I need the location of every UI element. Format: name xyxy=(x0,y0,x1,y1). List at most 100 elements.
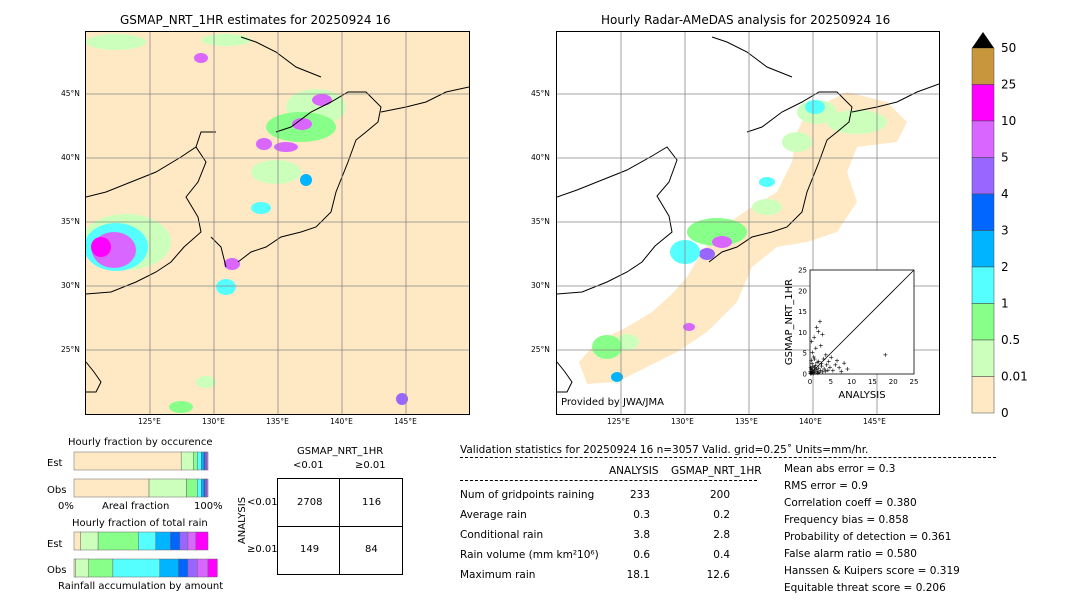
scatter-x-tick: 5 xyxy=(829,378,833,386)
fraction-bar-segment xyxy=(201,478,205,498)
scatter-point xyxy=(829,355,834,360)
scatter-point xyxy=(818,343,823,348)
right-lat-40: 40°N xyxy=(531,153,550,162)
fraction-bar-segment xyxy=(97,531,139,551)
scatter-point xyxy=(812,370,817,375)
scatter-point xyxy=(823,369,828,374)
validation-row-analysis: 18.1 xyxy=(626,569,650,581)
scatter-point xyxy=(814,367,819,372)
contingency-cell-01: 116 xyxy=(362,497,382,508)
colorbar-segment xyxy=(971,266,995,304)
occurence-tick-0: 0% xyxy=(58,501,74,512)
total-rain-xlabel: Rainfall accumulation by amount xyxy=(58,581,224,592)
scatter-point xyxy=(813,363,818,368)
scatter-point xyxy=(818,368,823,373)
occurence-tick-100: 100% xyxy=(194,501,223,512)
validation-row-analysis: 0.6 xyxy=(633,549,650,561)
scatter-point xyxy=(835,358,840,363)
colorbar-label: 2 xyxy=(1001,260,1009,274)
scatter-y-tick: 15 xyxy=(798,308,807,316)
colorbar-label: 0 xyxy=(1001,406,1009,420)
scatter-point xyxy=(815,369,820,374)
colorbar: 50 25 10 5 4 3 2 1 0.5 0.01 0 xyxy=(971,32,1028,420)
fraction-bar-segment xyxy=(180,451,194,471)
scatter-point xyxy=(811,371,816,376)
scatter-point xyxy=(825,368,830,373)
score-rmse: RMS error = 0.9 xyxy=(784,480,868,492)
scatter-point xyxy=(814,325,819,330)
right-lon-130: 130°E xyxy=(671,417,694,426)
fraction-bar-segment xyxy=(112,558,161,578)
total-rain-cat-est: Est xyxy=(47,539,63,550)
colorbar-segment xyxy=(971,193,995,231)
left-gridlines xyxy=(86,32,469,414)
validation-row-gsmap: 2.8 xyxy=(713,529,730,541)
colorbar-label: 50 xyxy=(1001,41,1016,55)
right-map-canvas xyxy=(557,32,939,414)
total-rain-bar-group xyxy=(73,531,218,578)
scatter-y-tick: 5 xyxy=(803,350,807,358)
colorbar-label: 3 xyxy=(1001,224,1009,238)
scatter-point xyxy=(809,339,814,344)
fraction-bar-segment xyxy=(73,451,182,471)
validation-row-label: Num of gridpoints raining xyxy=(460,489,595,501)
right-lon-145: 145°E xyxy=(863,417,886,426)
colorbar-label: 10 xyxy=(1001,114,1016,128)
total-rain-cat-obs: Obs xyxy=(47,565,66,576)
occurence-cat-obs: Obs xyxy=(47,485,66,496)
colorbar-segment xyxy=(971,47,995,85)
validation-row-gsmap: 0.2 xyxy=(713,509,730,521)
validation-header: Validation statistics for 20250924 16 n=… xyxy=(460,444,869,456)
validation-row-label: Average rain xyxy=(460,509,527,521)
contingency-col-label-1: ≥0.01 xyxy=(355,460,386,471)
score-pod: Probability of detection = 0.361 xyxy=(784,531,952,543)
scatter-point xyxy=(883,352,888,357)
score-freq-bias: Frequency bias = 0.858 xyxy=(784,514,909,526)
left-lat-35: 35°N xyxy=(61,217,80,226)
fraction-bar-segment xyxy=(148,478,187,498)
fraction-bar-segment xyxy=(73,478,150,498)
scatter-point xyxy=(820,369,825,374)
total-rain-title: Hourly fraction of total rain xyxy=(72,518,208,529)
scatter-y-tick: 25 xyxy=(798,267,807,275)
scatter-x-tick: 20 xyxy=(889,378,898,386)
scatter-point xyxy=(833,362,838,367)
scatter-point xyxy=(823,352,828,357)
occurence-cat-est: Est xyxy=(47,458,63,469)
contingency-cell-11: 84 xyxy=(365,544,378,555)
scatter-point xyxy=(839,369,844,374)
contingency-col-title: GSMAP_NRT_1HR xyxy=(297,446,384,457)
colorbar-segment xyxy=(971,230,995,268)
left-lat-25: 25°N xyxy=(61,345,80,354)
scatter-point xyxy=(815,371,820,376)
right-rain-blobs xyxy=(579,92,907,384)
colorbar-label: 4 xyxy=(1001,187,1009,201)
scatter-point xyxy=(826,359,831,364)
colorbar-label: 5 xyxy=(1001,151,1009,165)
left-map-canvas xyxy=(86,32,469,414)
scatter-point xyxy=(822,367,827,372)
fraction-bar-segment xyxy=(193,451,198,471)
scatter-diagonal xyxy=(809,269,915,375)
left-lon-145: 145°E xyxy=(394,417,417,426)
right-lat-35: 35°N xyxy=(531,217,550,226)
fraction-bar-segment xyxy=(186,478,198,498)
fraction-bar-segment xyxy=(155,531,171,551)
fraction-bar-segment xyxy=(187,558,198,578)
colorbar-label: 0.01 xyxy=(1001,370,1028,384)
contingency-table: 2708 116 149 84 xyxy=(277,478,403,575)
scatter-point xyxy=(812,335,817,340)
fraction-bar-segment xyxy=(159,558,179,578)
scatter-point xyxy=(824,362,829,367)
scatter-point xyxy=(809,358,814,363)
left-lon-125: 125°E xyxy=(138,417,161,426)
contingency-row-label-0: <0.01 xyxy=(247,497,278,508)
validation-row-label: Conditional rain xyxy=(460,529,544,541)
scatter-points xyxy=(808,319,888,376)
left-lon-135: 135°E xyxy=(266,417,289,426)
data-credit: Provided by JWA/JMA xyxy=(561,397,664,408)
colorbar-segment xyxy=(971,303,995,341)
total-rain-bars: Est Obs xyxy=(47,531,218,578)
scatter-y-tick: 0 xyxy=(803,371,807,379)
contingency-cell-10: 149 xyxy=(300,544,320,555)
